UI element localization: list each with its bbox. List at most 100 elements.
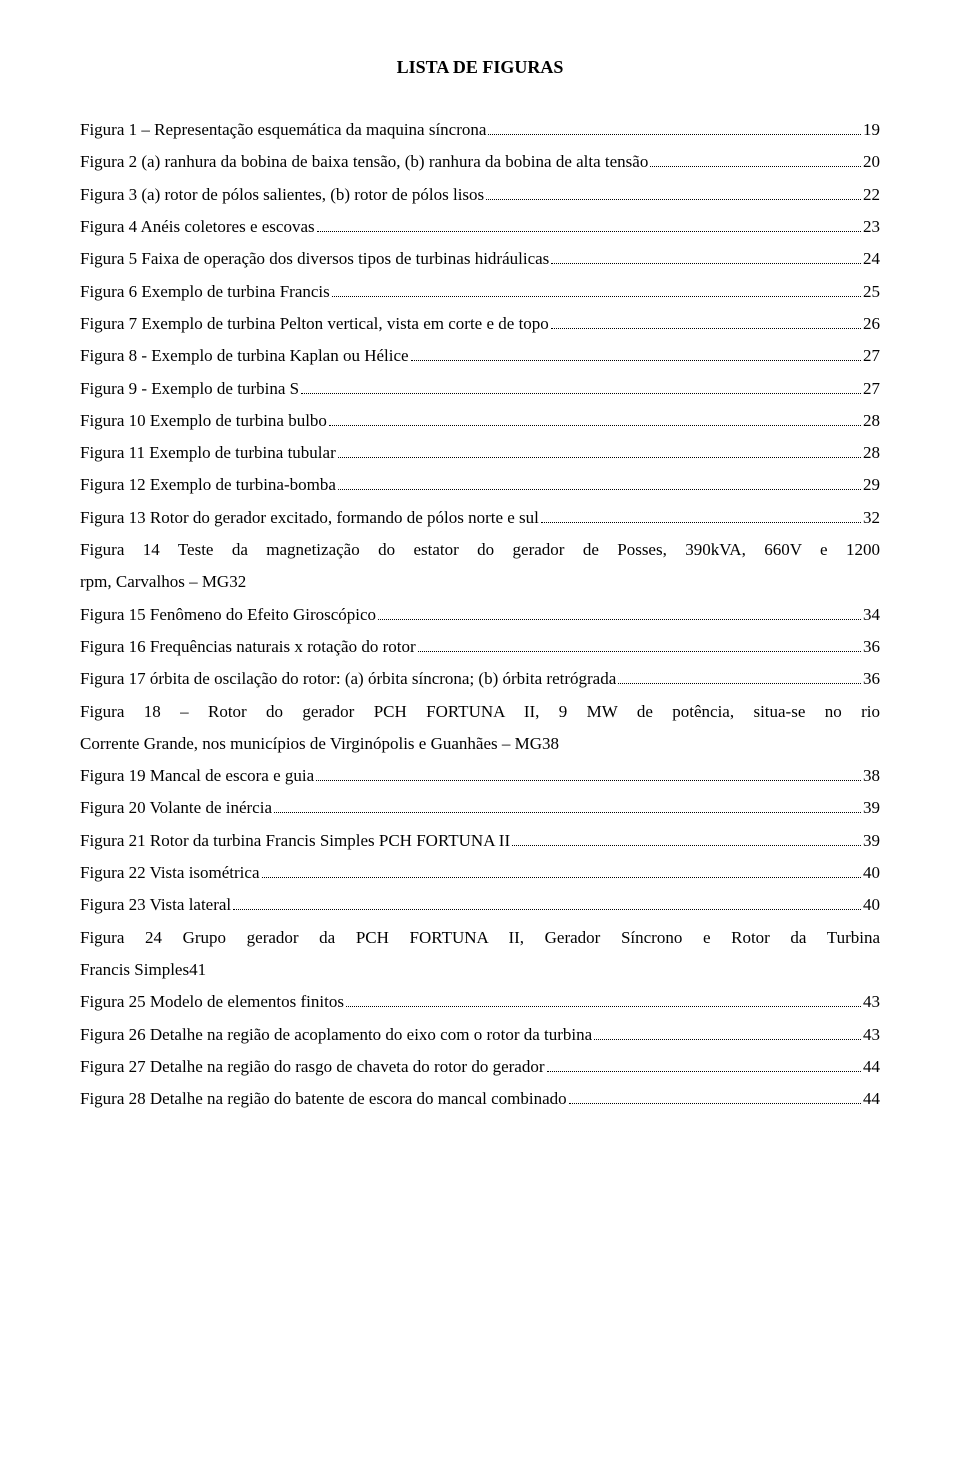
leader-dots — [547, 1057, 862, 1071]
entry-label: Figura 17 órbita de oscilação do rotor: … — [80, 663, 616, 695]
entry-page: 43 — [863, 986, 880, 1018]
list-item: Figura 17 órbita de oscilação do rotor: … — [80, 663, 880, 695]
entry-label: Figura 19 Mancal de escora e guia — [80, 760, 314, 792]
entry-label: Figura 10 Exemplo de turbina bulbo — [80, 405, 327, 437]
leader-dots — [618, 670, 861, 684]
entry-page: 38 — [542, 728, 559, 760]
list-item: Figura 2 (a) ranhura da bobina de baixa … — [80, 146, 880, 178]
list-item: Figura 4 Anéis coletores e escovas 23 — [80, 211, 880, 243]
entry-label-line1: Figura 18 – Rotor do gerador PCH FORTUNA… — [80, 696, 880, 728]
entry-label: Figura 21 Rotor da turbina Francis Simpl… — [80, 825, 510, 857]
list-item: Figura 20 Volante de inércia39 — [80, 792, 880, 824]
entry-page: 28 — [863, 405, 880, 437]
entry-label: Figura 13 Rotor do gerador excitado, for… — [80, 502, 539, 534]
list-item: Figura 3 (a) rotor de pólos salientes, (… — [80, 179, 880, 211]
list-item: Figura 5 Faixa de operação dos diversos … — [80, 243, 880, 275]
list-item: Figura 23 Vista lateral40 — [80, 889, 880, 921]
leader-dots — [488, 121, 861, 135]
entry-label-line1: Figura 14 Teste da magnetização do estat… — [80, 534, 880, 566]
list-item: Figura 15 Fenômeno do Efeito Giroscópico… — [80, 599, 880, 631]
leader-dots — [486, 185, 861, 199]
leader-dots — [551, 250, 861, 264]
entry-page: 44 — [863, 1083, 880, 1115]
entry-label: Figura 27 Detalhe na região do rasgo de … — [80, 1051, 545, 1083]
entry-label: Figura 7 Exemplo de turbina Pelton verti… — [80, 308, 549, 340]
entry-page: 40 — [863, 889, 880, 921]
entry-page: 29 — [863, 469, 880, 501]
leader-dots — [541, 508, 861, 522]
list-item: Figura 22 Vista isométrica 40 — [80, 857, 880, 889]
entry-page: 43 — [863, 1019, 880, 1051]
entry-label: Figura 6 Exemplo de turbina Francis — [80, 276, 330, 308]
list-item: Figura 12 Exemplo de turbina-bomba 29 — [80, 469, 880, 501]
entry-label: Figura 22 Vista isométrica — [80, 857, 260, 889]
entry-page: 22 — [863, 179, 880, 211]
entry-page: 36 — [863, 663, 880, 695]
entry-label: Figura 11 Exemplo de turbina tubular — [80, 437, 336, 469]
entry-label: Figura 4 Anéis coletores e escovas — [80, 211, 315, 243]
entry-label-line2: rpm, Carvalhos – MG — [80, 566, 229, 598]
entry-label-line2: Francis Simples — [80, 954, 189, 986]
leader-dots — [551, 315, 861, 329]
leader-dots — [317, 218, 861, 232]
entry-label-line2: Corrente Grande, nos municípios de Virgi… — [80, 728, 542, 760]
leader-dots — [316, 767, 861, 781]
entry-page: 41 — [189, 954, 206, 986]
entry-page: 32 — [863, 502, 880, 534]
leader-dots — [346, 993, 861, 1007]
leader-dots — [569, 1090, 861, 1104]
entry-label: Figura 28 Detalhe na região do batente d… — [80, 1083, 567, 1115]
entry-page: 27 — [863, 373, 880, 405]
leader-dots — [512, 831, 861, 845]
entry-page: 28 — [863, 437, 880, 469]
list-item: Figura 6 Exemplo de turbina Francis 25 — [80, 276, 880, 308]
entry-label: Figura 12 Exemplo de turbina-bomba — [80, 469, 336, 501]
entry-page: 38 — [863, 760, 880, 792]
list-item: Figura 14 Teste da magnetização do estat… — [80, 534, 880, 599]
list-item: Figura 21 Rotor da turbina Francis Simpl… — [80, 825, 880, 857]
leader-dots — [274, 799, 861, 813]
list-item: Figura 19 Mancal de escora e guia 38 — [80, 760, 880, 792]
list-item: Figura 11 Exemplo de turbina tubular 28 — [80, 437, 880, 469]
entry-page: 23 — [863, 211, 880, 243]
list-item: Figura 18 – Rotor do gerador PCH FORTUNA… — [80, 696, 880, 761]
entry-label: Figura 1 – Representação esquemática da … — [80, 114, 486, 146]
leader-dots — [378, 605, 861, 619]
entry-page: 39 — [863, 792, 880, 824]
entry-label-line1: Figura 24 Grupo gerador da PCH FORTUNA I… — [80, 922, 880, 954]
leader-dots — [338, 444, 861, 458]
entry-label: Figura 2 (a) ranhura da bobina de baixa … — [80, 146, 648, 178]
leader-dots — [233, 896, 861, 910]
entry-page: 20 — [863, 146, 880, 178]
list-item: Figura 24 Grupo gerador da PCH FORTUNA I… — [80, 922, 880, 987]
entry-page: 44 — [863, 1051, 880, 1083]
entry-page: 25 — [863, 276, 880, 308]
leader-dots — [329, 411, 861, 425]
leader-dots — [338, 476, 861, 490]
figure-list: Figura 1 – Representação esquemática da … — [80, 114, 880, 1115]
list-item: Figura 7 Exemplo de turbina Pelton verti… — [80, 308, 880, 340]
entry-page: 26 — [863, 308, 880, 340]
entry-label: Figura 26 Detalhe na região de acoplamen… — [80, 1019, 592, 1051]
entry-page: 24 — [863, 243, 880, 275]
list-item: Figura 8 - Exemplo de turbina Kaplan ou … — [80, 340, 880, 372]
entry-label: Figura 9 - Exemplo de turbina S — [80, 373, 299, 405]
leader-dots — [301, 379, 861, 393]
entry-page: 32 — [229, 566, 246, 598]
list-item: Figura 9 - Exemplo de turbina S 27 — [80, 373, 880, 405]
leader-dots — [418, 638, 861, 652]
entry-page: 19 — [863, 114, 880, 146]
list-item: Figura 25 Modelo de elementos finitos43 — [80, 986, 880, 1018]
list-item: Figura 28 Detalhe na região do batente d… — [80, 1083, 880, 1115]
list-item: Figura 10 Exemplo de turbina bulbo 28 — [80, 405, 880, 437]
entry-label: Figura 5 Faixa de operação dos diversos … — [80, 243, 549, 275]
leader-dots — [650, 153, 861, 167]
entry-page: 27 — [863, 340, 880, 372]
entry-page: 34 — [863, 599, 880, 631]
entry-page: 36 — [863, 631, 880, 663]
leader-dots — [411, 347, 861, 361]
entry-label: Figura 16 Frequências naturais x rotação… — [80, 631, 416, 663]
list-item: Figura 16 Frequências naturais x rotação… — [80, 631, 880, 663]
entry-page: 39 — [863, 825, 880, 857]
entry-page: 40 — [863, 857, 880, 889]
